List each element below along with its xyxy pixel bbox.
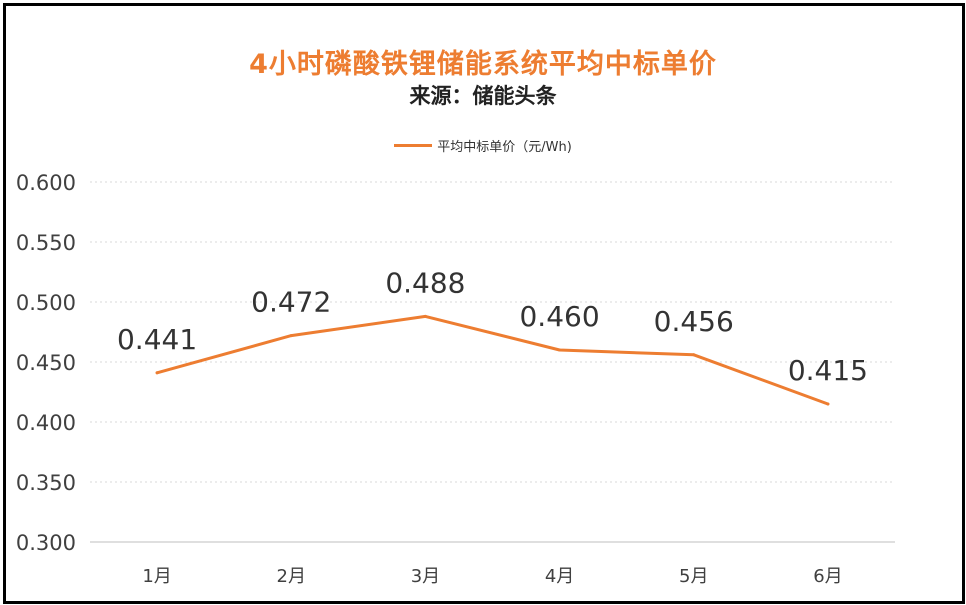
series-line	[155, 314, 830, 406]
data-point	[558, 348, 562, 352]
x-tick-label: 2月	[277, 566, 306, 587]
data-point	[423, 314, 427, 318]
legend-swatch	[394, 144, 433, 147]
chart-title: 4小时磷酸铁锂储能系统平均中标单价	[249, 49, 717, 80]
data-point	[692, 353, 696, 357]
y-tick-label: 0.400	[16, 411, 76, 435]
data-label: 0.441	[117, 323, 197, 356]
y-tick-label: 0.450	[16, 351, 76, 375]
x-tick-label: 5月	[679, 566, 708, 587]
data-point	[826, 402, 830, 406]
x-tick-label: 4月	[545, 566, 574, 587]
x-tick-label: 3月	[411, 566, 440, 587]
data-label: 0.415	[788, 354, 868, 387]
legend-label: 平均中标单价（元/Wh)	[437, 140, 572, 155]
legend: 平均中标单价（元/Wh)	[0, 136, 966, 155]
data-label: 0.488	[385, 266, 465, 299]
chart-frame	[3, 3, 965, 604]
y-tick-label: 0.550	[16, 231, 76, 255]
data-label: 0.472	[251, 286, 331, 319]
data-label: 0.460	[519, 300, 599, 333]
y-tick-label: 0.600	[16, 171, 76, 195]
y-tick-label: 0.500	[16, 291, 76, 315]
x-tick-label: 6月	[813, 566, 842, 587]
data-point	[155, 371, 159, 375]
y-tick-label: 0.350	[16, 471, 76, 495]
chart-subtitle: 来源：储能头条	[409, 84, 557, 108]
x-tick-label: 1月	[142, 566, 171, 587]
y-tick-label: 0.300	[16, 531, 76, 555]
data-point	[289, 334, 293, 338]
data-label: 0.456	[654, 305, 734, 338]
